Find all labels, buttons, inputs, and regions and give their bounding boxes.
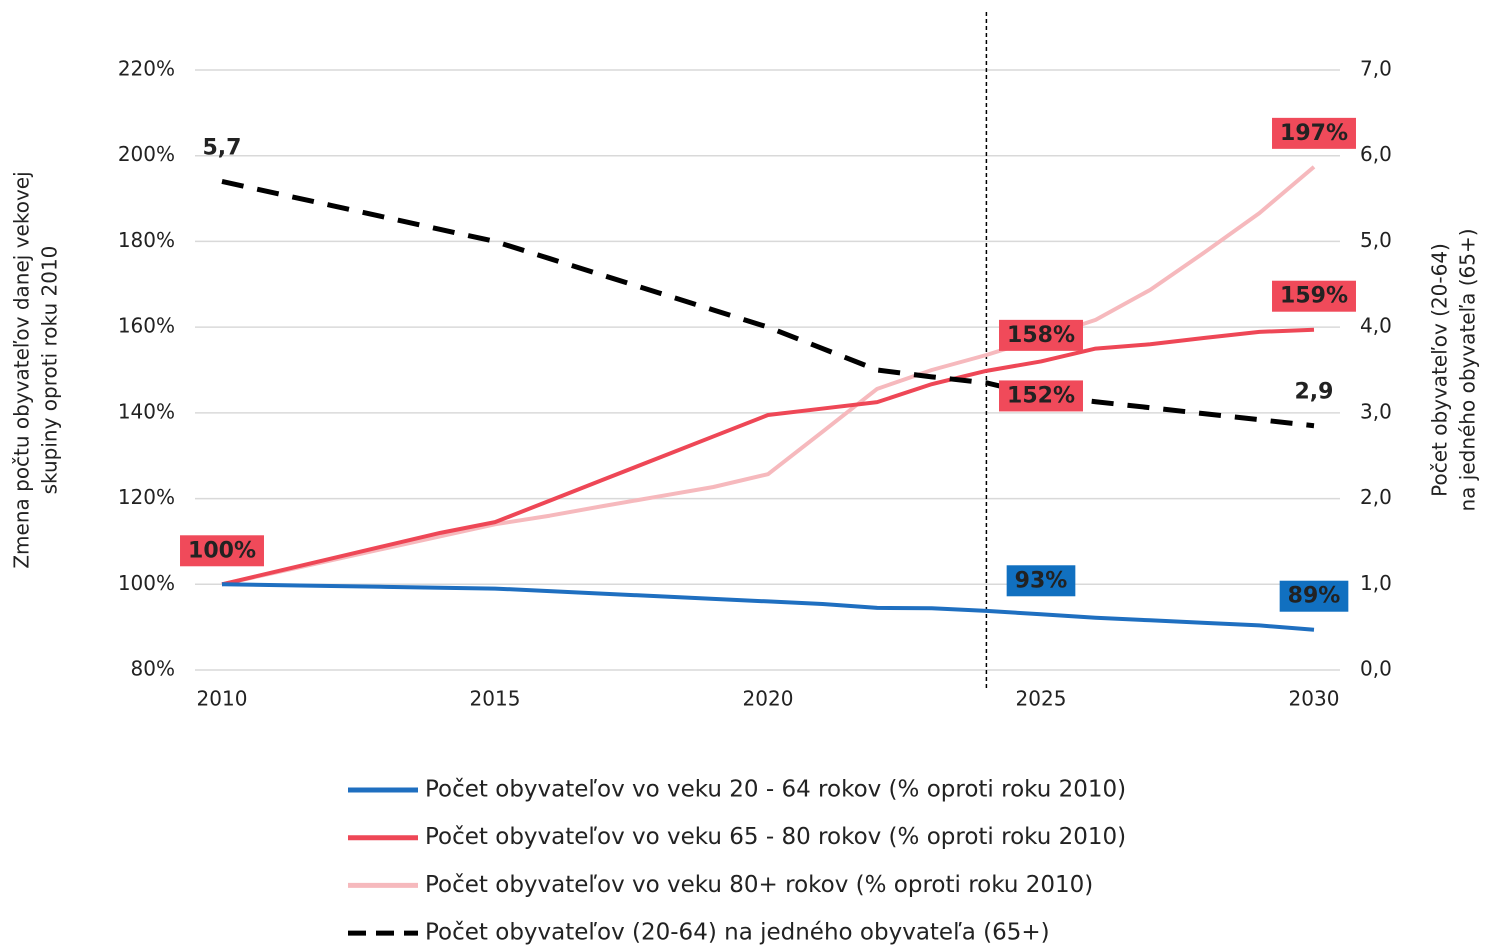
y2-tick-label: 5,0 bbox=[1360, 228, 1392, 252]
data-label-box bbox=[1279, 580, 1349, 612]
data-label-text: 2,9 bbox=[1295, 380, 1334, 405]
data-label-text: 159% bbox=[1280, 284, 1348, 309]
y2-tick-label: 3,0 bbox=[1360, 399, 1392, 423]
x-tick-label: 2020 bbox=[743, 687, 794, 711]
x-tick-label: 2015 bbox=[470, 687, 521, 711]
data-label-box bbox=[1006, 565, 1076, 597]
y2-tick-label: 2,0 bbox=[1360, 485, 1392, 509]
data-label: 158% bbox=[999, 319, 1083, 351]
legend-label: Počet obyvateľov vo veku 65 - 80 rokov (… bbox=[425, 824, 1126, 850]
y2-tick-label: 7,0 bbox=[1360, 57, 1392, 81]
data-label-text: 197% bbox=[1280, 121, 1348, 146]
data-label: 2,9 bbox=[1295, 380, 1334, 405]
y-tick-label: 140% bbox=[118, 399, 175, 423]
y-tick-label: 220% bbox=[118, 57, 175, 81]
data-label-text: 100% bbox=[188, 538, 256, 563]
y-tick-label: 100% bbox=[118, 571, 175, 595]
series-line bbox=[221, 327, 1315, 587]
series-line bbox=[221, 165, 1316, 587]
data-label-text: 5,7 bbox=[203, 135, 242, 160]
data-label: 152% bbox=[999, 380, 1083, 412]
data-label: 159% bbox=[1272, 280, 1356, 312]
y2-tick-label: 0,0 bbox=[1360, 657, 1392, 681]
series-line bbox=[221, 178, 1315, 429]
x-tick-label: 2030 bbox=[1289, 687, 1340, 711]
data-label: 93% bbox=[1006, 565, 1076, 597]
y-tick-label: 180% bbox=[118, 228, 175, 252]
data-label-box bbox=[1272, 117, 1356, 149]
data-label-box bbox=[180, 535, 264, 567]
y-tick-label: 160% bbox=[118, 314, 175, 338]
data-label-text: 89% bbox=[1288, 584, 1341, 609]
y-axis-title-line: skupiny oproti roku 2010 bbox=[38, 246, 62, 495]
data-label: 100% bbox=[180, 535, 264, 567]
legend-label: Počet obyvateľov vo veku 20 - 64 rokov (… bbox=[425, 777, 1126, 803]
legend-label: Počet obyvateľov (20-64) na jedného obyv… bbox=[425, 920, 1050, 946]
series-line bbox=[221, 582, 1315, 632]
legend-label: Počet obyvateľov vo veku 80+ rokov (% op… bbox=[425, 872, 1093, 898]
y2-axis-title-line: Počet obyvateľov (20-64) bbox=[1428, 243, 1452, 497]
data-label-box bbox=[999, 319, 1083, 351]
y2-axis-title-line: na jedného obyvateľa (65+) bbox=[1456, 228, 1480, 511]
data-label: 5,7 bbox=[203, 135, 242, 160]
x-tick-label: 2010 bbox=[197, 687, 248, 711]
y-tick-label: 80% bbox=[131, 657, 175, 681]
data-label-text: 158% bbox=[1007, 323, 1075, 348]
data-label: 89% bbox=[1279, 580, 1349, 612]
y2-tick-label: 6,0 bbox=[1360, 142, 1392, 166]
data-label-box bbox=[1272, 280, 1356, 312]
y2-tick-label: 4,0 bbox=[1360, 314, 1392, 338]
y2-axis-title: Počet obyvateľov (20-64) na jedného obyv… bbox=[1428, 228, 1480, 511]
y-axis-title-line: Zmena počtu obyvateľov danej vekovej bbox=[10, 171, 34, 568]
data-label-text: 93% bbox=[1015, 568, 1068, 593]
y-axis-title: Zmena počtu obyvateľov danej vekovej sku… bbox=[10, 171, 62, 568]
y-tick-label: 200% bbox=[118, 142, 175, 166]
data-label-text: 152% bbox=[1007, 383, 1075, 408]
data-label-box bbox=[999, 380, 1083, 412]
y-tick-label: 120% bbox=[118, 485, 175, 509]
x-tick-label: 2025 bbox=[1016, 687, 1067, 711]
y2-tick-label: 1,0 bbox=[1360, 571, 1392, 595]
data-label: 197% bbox=[1272, 117, 1356, 149]
